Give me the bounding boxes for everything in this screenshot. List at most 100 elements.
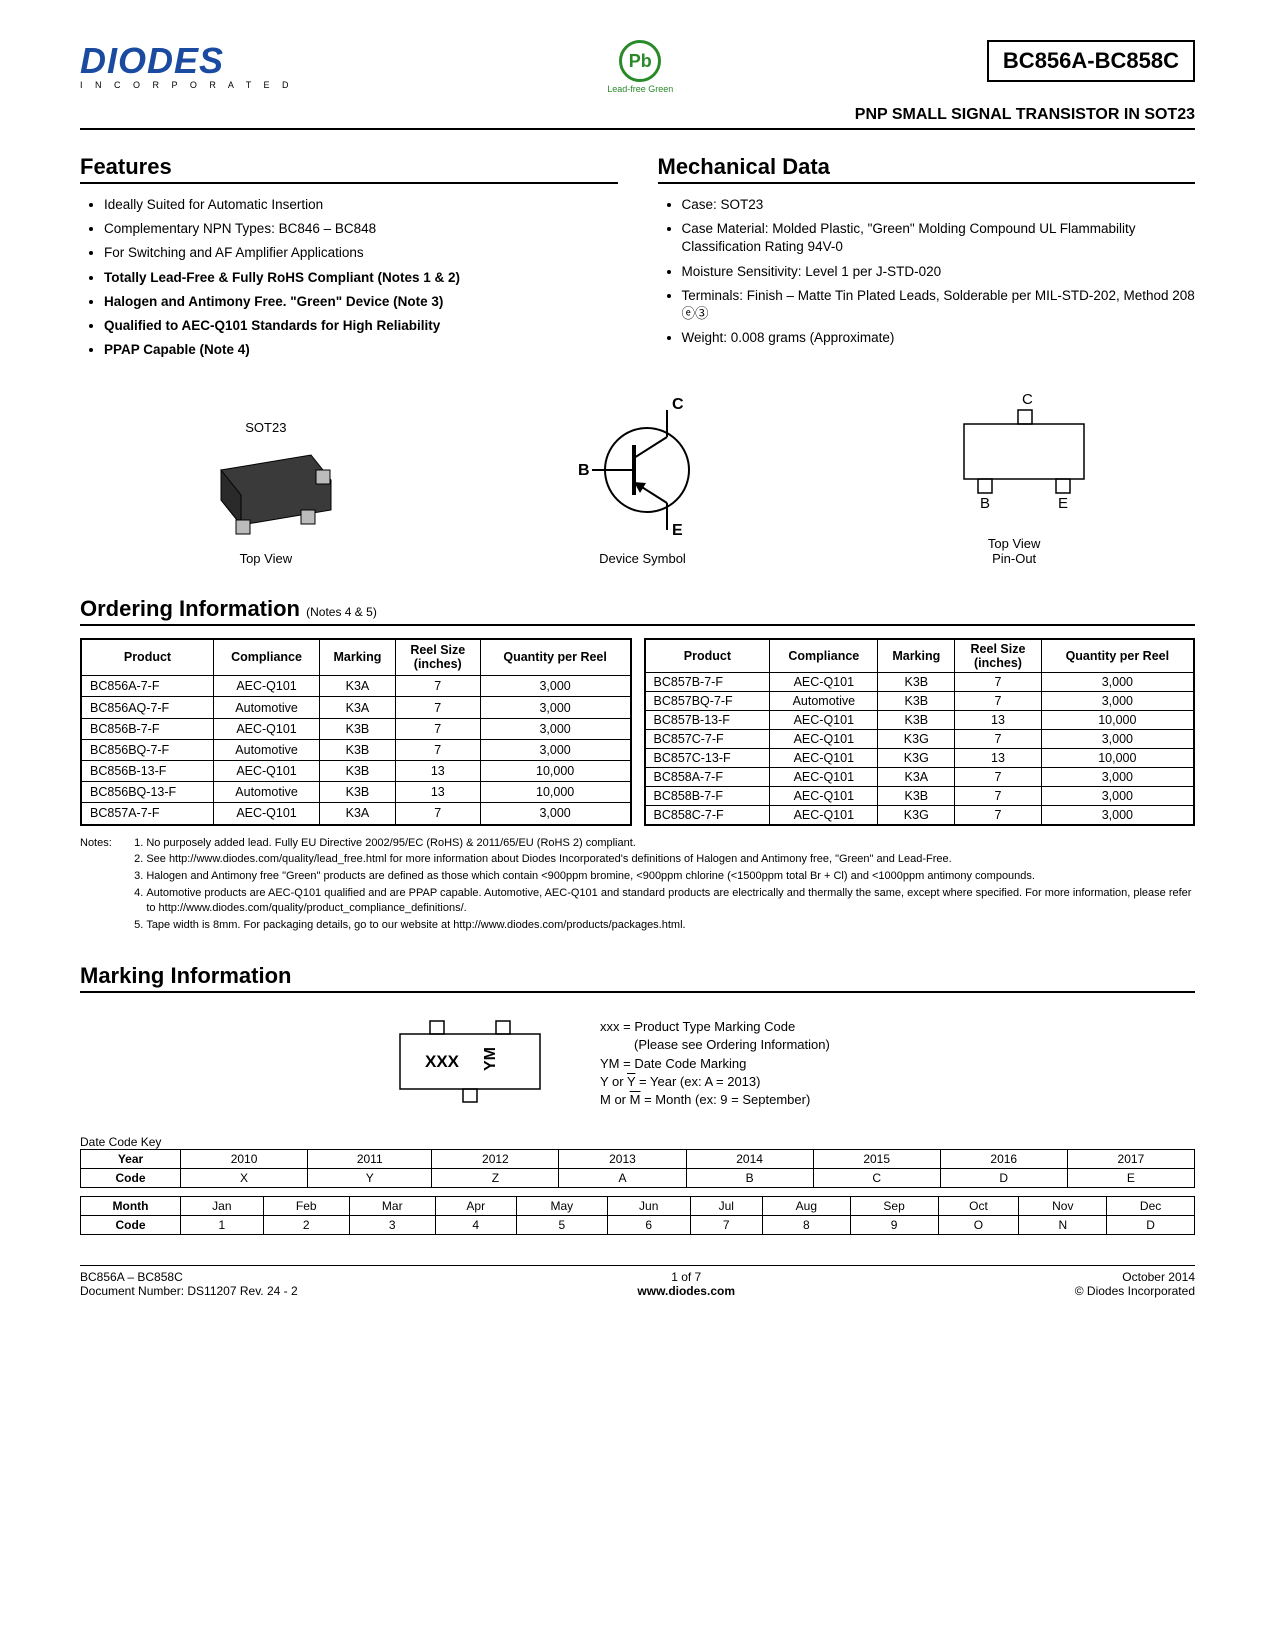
ordering-row: BC858C-7-FAEC-Q101K3G73,000 bbox=[645, 805, 1195, 825]
pinout-diagram: C B E Top View Pin-Out bbox=[934, 390, 1094, 566]
ordering-cell: K3G bbox=[878, 729, 955, 748]
ordering-col-header: Quantity per Reel bbox=[1041, 639, 1194, 673]
ordering-cell: BC857BQ-7-F bbox=[645, 691, 770, 710]
ordering-cell: 7 bbox=[395, 676, 480, 697]
marking-legend-y: Y or Y = Year (ex: A = 2013) bbox=[600, 1073, 830, 1091]
ordering-row: BC856BQ-13-FAutomotiveK3B1310,000 bbox=[81, 782, 631, 803]
ordering-cell: 7 bbox=[955, 786, 1041, 805]
datecode-cell: 2017 bbox=[1067, 1149, 1194, 1168]
marking-title: Marking Information bbox=[80, 963, 1195, 993]
symbol-caption: Device Symbol bbox=[572, 551, 712, 566]
datecode-year-table: Year20102011201220132014201520162017Code… bbox=[80, 1149, 1195, 1188]
ordering-cell: 10,000 bbox=[1041, 748, 1194, 767]
ordering-cell: 3,000 bbox=[480, 697, 630, 718]
feature-item: Complementary NPN Types: BC846 – BC848 bbox=[104, 220, 618, 238]
ordering-cell: K3A bbox=[320, 803, 396, 825]
footer-partrange: BC856A – BC858C bbox=[80, 1270, 298, 1284]
ordering-col-header: Reel Size(inches) bbox=[955, 639, 1041, 673]
ordering-cell: BC856BQ-7-F bbox=[81, 739, 213, 760]
feature-item: PPAP Capable (Note 4) bbox=[104, 341, 618, 359]
ordering-cell: BC856B-13-F bbox=[81, 760, 213, 781]
ordering-cell: K3A bbox=[320, 697, 396, 718]
marking-row: XXX YM xxx = Product Type Marking Code (… bbox=[80, 1009, 1195, 1119]
ordering-cell: 3,000 bbox=[480, 718, 630, 739]
datecode-rowhead: Month bbox=[81, 1196, 181, 1215]
ordering-cell: BC857B-13-F bbox=[645, 710, 770, 729]
ordering-cell: 13 bbox=[955, 710, 1041, 729]
datecode-cell: Dec bbox=[1107, 1196, 1195, 1215]
ordering-cell: K3B bbox=[878, 691, 955, 710]
mechanical-item: Moisture Sensitivity: Level 1 per J-STD-… bbox=[682, 263, 1196, 281]
ordering-cell: Automotive bbox=[213, 739, 319, 760]
datecode-cell: Z bbox=[432, 1168, 559, 1187]
ordering-cell: 7 bbox=[955, 729, 1041, 748]
pb-label: Lead-free Green bbox=[607, 84, 673, 94]
datecode-cell: 3 bbox=[349, 1215, 435, 1234]
ordering-row: BC857C-7-FAEC-Q101K3G73,000 bbox=[645, 729, 1195, 748]
pinout-svg: C B E bbox=[934, 390, 1094, 530]
datecode-cell: 5 bbox=[516, 1215, 607, 1234]
ordering-cell: 13 bbox=[395, 760, 480, 781]
datecode-month-table: MonthJanFebMarAprMayJunJulAugSepOctNovDe… bbox=[80, 1196, 1195, 1235]
mechanical-title: Mechanical Data bbox=[658, 154, 1196, 184]
header: DIODES I N C O R P O R A T E D Pb Lead-f… bbox=[80, 40, 1195, 94]
marking-legend: xxx = Product Type Marking Code (Please … bbox=[600, 1018, 830, 1109]
datecode-cell: E bbox=[1067, 1168, 1194, 1187]
datecode-cell: 2012 bbox=[432, 1149, 559, 1168]
ordering-cell: BC858B-7-F bbox=[645, 786, 770, 805]
pinout-e-label: E bbox=[1058, 495, 1068, 512]
datecode-cell: Y bbox=[308, 1168, 432, 1187]
feature-item: Totally Lead-Free & Fully RoHS Compliant… bbox=[104, 269, 618, 287]
mechanical-item: Terminals: Finish – Matte Tin Plated Lea… bbox=[682, 287, 1196, 323]
features-title: Features bbox=[80, 154, 618, 184]
datecode-cell: 1 bbox=[181, 1215, 264, 1234]
features-col: Features Ideally Suited for Automatic In… bbox=[80, 154, 618, 366]
ordering-cell: 10,000 bbox=[480, 782, 630, 803]
datecode-cell: Feb bbox=[263, 1196, 349, 1215]
ordering-col-header: Marking bbox=[878, 639, 955, 673]
ordering-cell: 7 bbox=[955, 805, 1041, 825]
ordering-row: BC858A-7-FAEC-Q101K3A73,000 bbox=[645, 767, 1195, 786]
ordering-row: BC856A-7-FAEC-Q101K3A73,000 bbox=[81, 676, 631, 697]
diagrams-row: SOT23 Top View C B E Device Symbol C bbox=[80, 390, 1195, 566]
ordering-col-header: Reel Size(inches) bbox=[395, 639, 480, 676]
datecode-cell: Aug bbox=[762, 1196, 850, 1215]
ordering-cell: BC856BQ-13-F bbox=[81, 782, 213, 803]
ordering-cell: 7 bbox=[955, 672, 1041, 691]
ordering-row: BC857BQ-7-FAutomotiveK3B73,000 bbox=[645, 691, 1195, 710]
feature-mechanical-row: Features Ideally Suited for Automatic In… bbox=[80, 154, 1195, 366]
ordering-cell: 7 bbox=[955, 691, 1041, 710]
ordering-cell: 7 bbox=[395, 739, 480, 760]
ordering-table-left: ProductComplianceMarkingReel Size(inches… bbox=[80, 638, 632, 826]
part-number: BC856A-BC858C bbox=[987, 40, 1195, 82]
ordering-cell: AEC-Q101 bbox=[213, 676, 319, 697]
ordering-cell: K3B bbox=[878, 672, 955, 691]
footer-copyright: © Diodes Incorporated bbox=[1075, 1284, 1195, 1298]
ordering-cell: K3A bbox=[320, 676, 396, 697]
datecode-cell: 4 bbox=[435, 1215, 516, 1234]
mechanical-item: Case: SOT23 bbox=[682, 196, 1196, 214]
marking-legend-ym: YM = Date Code Marking bbox=[600, 1055, 830, 1073]
ordering-cell: K3B bbox=[320, 718, 396, 739]
ordering-cell: 7 bbox=[955, 767, 1041, 786]
note-item: Tape width is 8mm. For packaging details… bbox=[146, 918, 1195, 933]
datecode-cell: X bbox=[181, 1168, 308, 1187]
feature-item: Halogen and Antimony Free. "Green" Devic… bbox=[104, 293, 618, 311]
mechanical-list: Case: SOT23Case Material: Molded Plastic… bbox=[658, 196, 1196, 348]
leadfree-badge: Pb Lead-free Green bbox=[607, 40, 673, 94]
footer: BC856A – BC858C Document Number: DS11207… bbox=[80, 1265, 1195, 1298]
logo-subtext: I N C O R P O R A T E D bbox=[80, 80, 294, 90]
svg-text:YM: YM bbox=[482, 1047, 499, 1071]
ordering-cell: BC856B-7-F bbox=[81, 718, 213, 739]
datecode-cell: O bbox=[938, 1215, 1019, 1234]
ordering-cell: 13 bbox=[395, 782, 480, 803]
marking-chip-svg: XXX YM bbox=[380, 1009, 560, 1119]
features-list: Ideally Suited for Automatic InsertionCo… bbox=[80, 196, 618, 360]
ordering-cell: K3G bbox=[878, 805, 955, 825]
ordering-cell: BC856A-7-F bbox=[81, 676, 213, 697]
footer-center: 1 of 7 www.diodes.com bbox=[637, 1270, 735, 1298]
ordering-cell: 7 bbox=[395, 718, 480, 739]
datecode-cell: N bbox=[1019, 1215, 1107, 1234]
ordering-cell: K3B bbox=[320, 760, 396, 781]
logo-text: DIODES bbox=[80, 40, 294, 82]
